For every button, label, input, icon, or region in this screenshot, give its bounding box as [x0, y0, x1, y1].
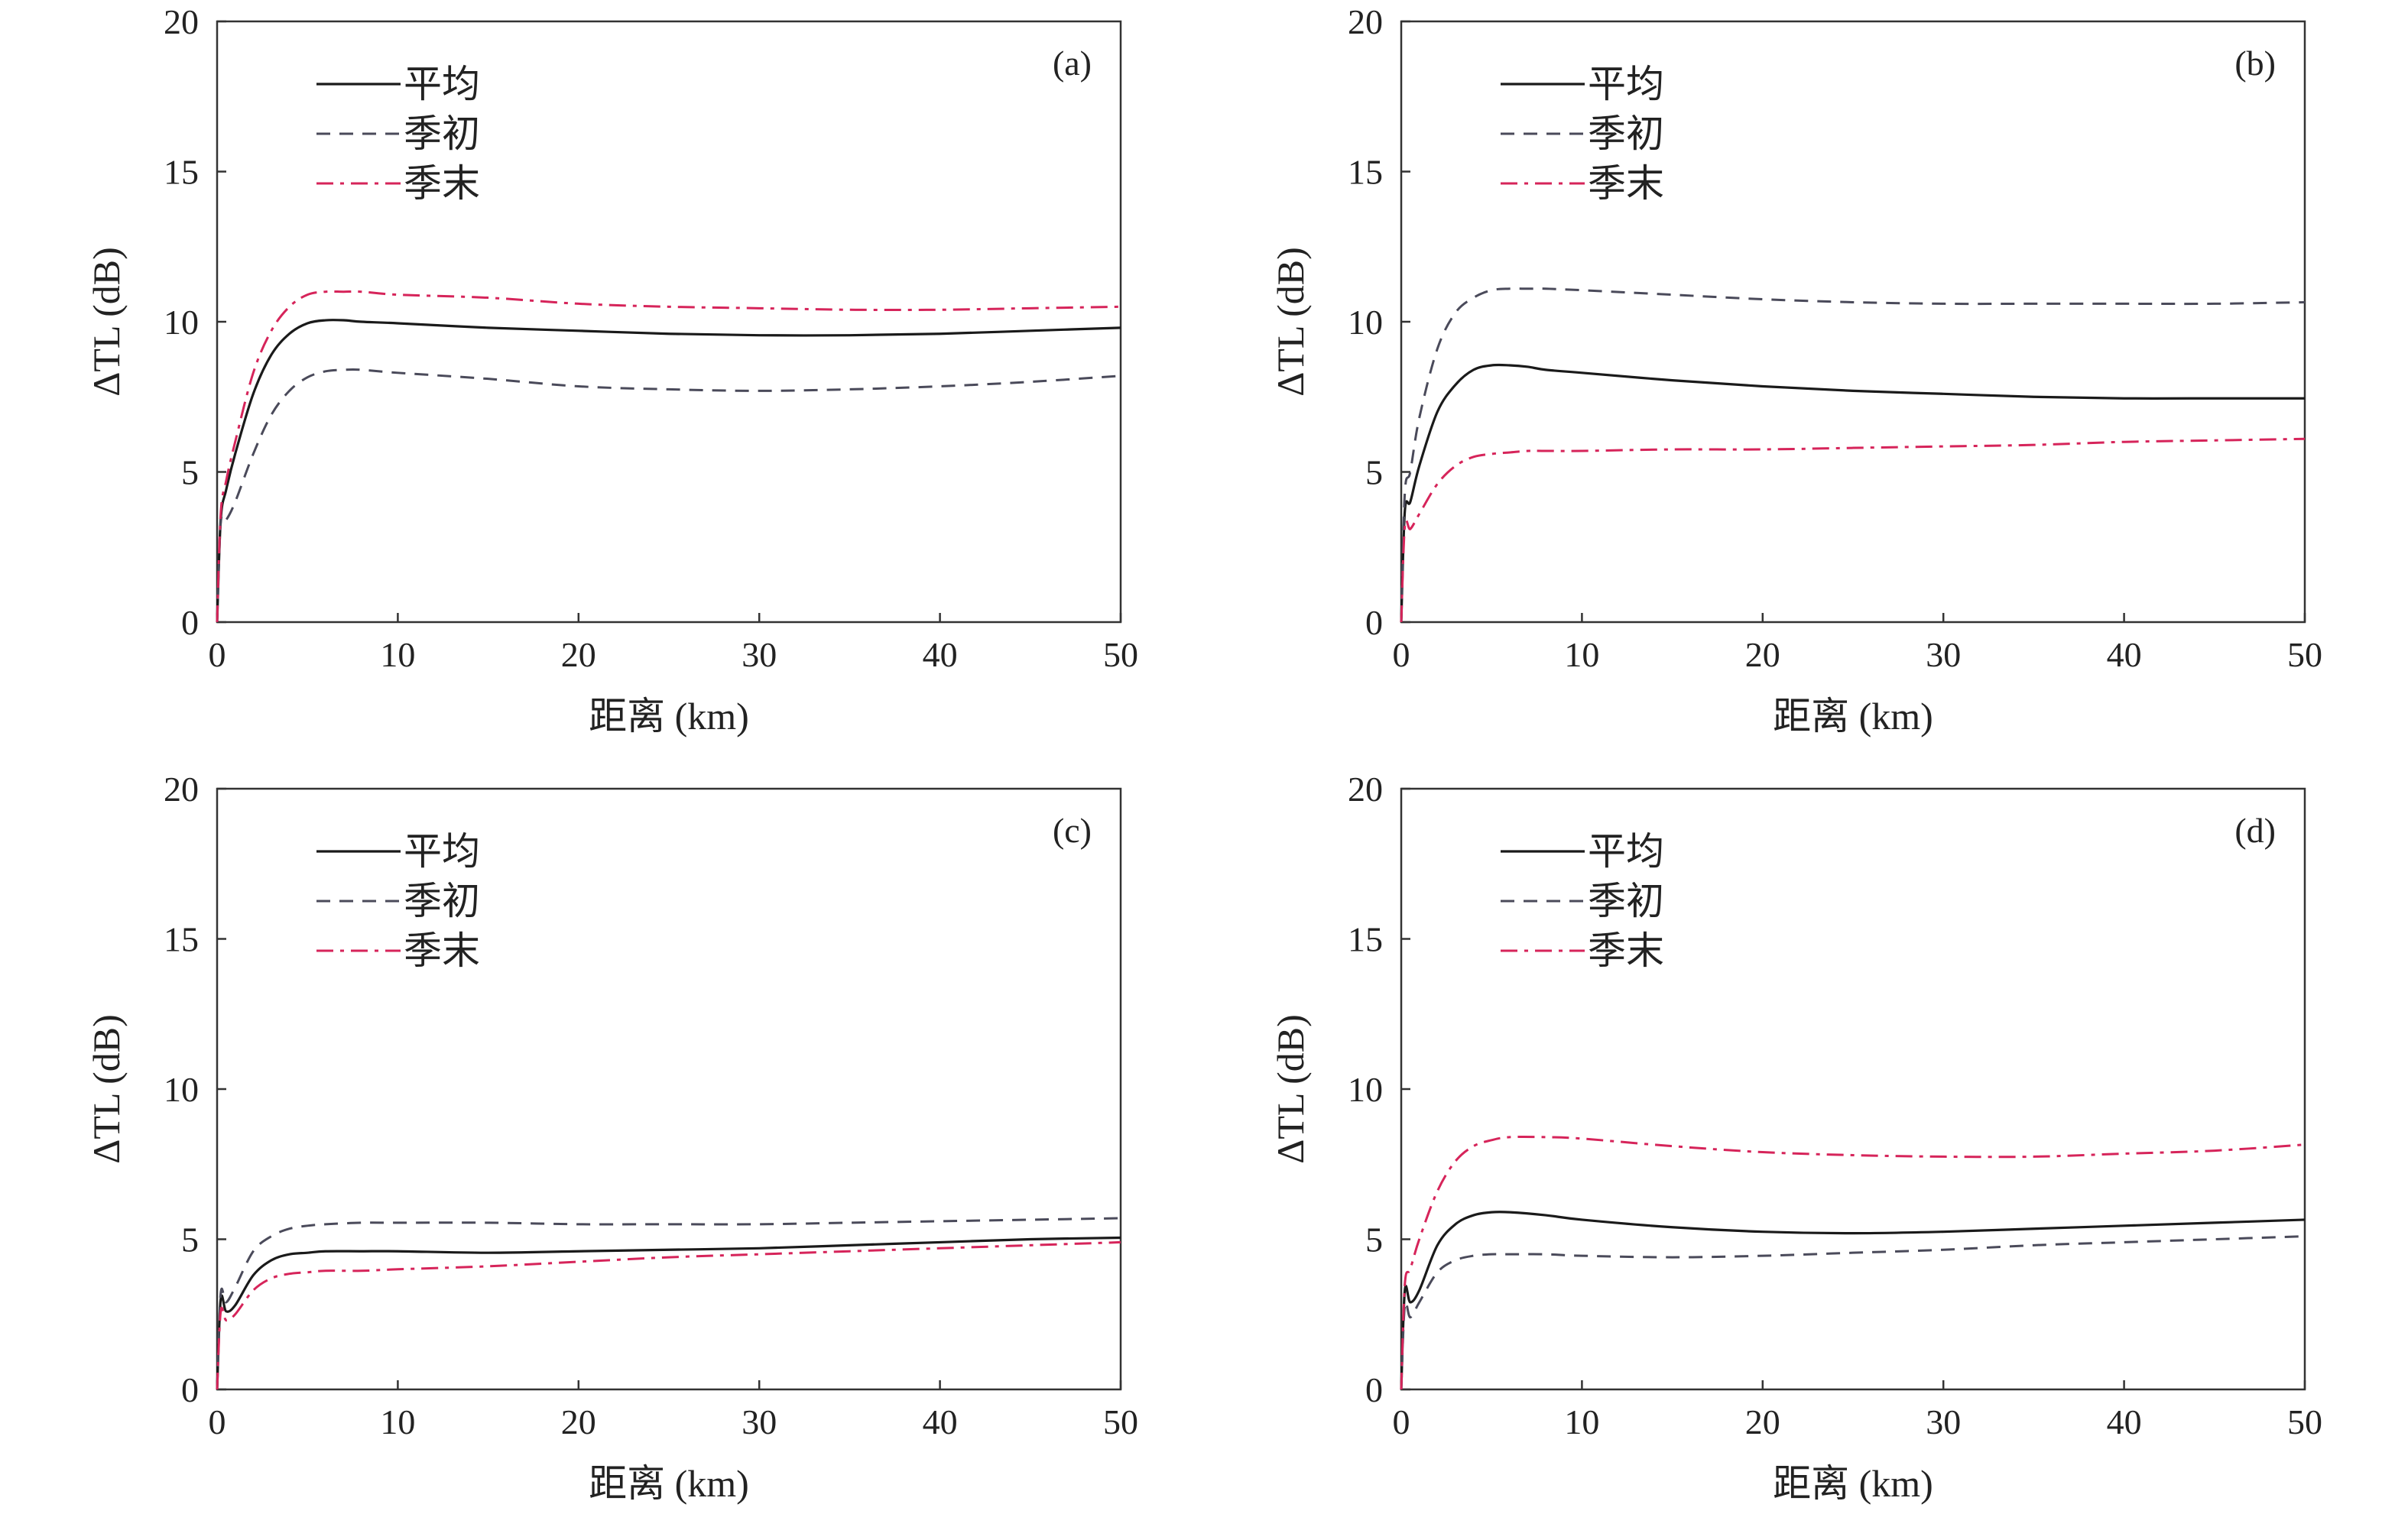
legend-label: 平均: [1588, 63, 1664, 105]
legend-label: 季末: [404, 162, 480, 205]
y-tick-label: 15: [164, 153, 199, 192]
panel-label: (b): [2234, 44, 2276, 83]
y-tick-label: 0: [181, 1370, 199, 1409]
series-line: [1400, 1136, 2306, 1390]
x-tick-label: 20: [1745, 635, 1780, 674]
y-tick-label: 0: [181, 603, 199, 642]
x-tick-label: 10: [380, 635, 415, 674]
series-line: [216, 1236, 1121, 1390]
y-tick-label: 15: [1348, 153, 1383, 192]
y-tick-label: 20: [164, 2, 199, 41]
y-tick-label: 10: [164, 303, 199, 342]
y-tick-label: 0: [1365, 603, 1383, 642]
chart-panel: 0 10 20 30 40 50 0 5 10 15 20 距离 (km) ΔTL (dB) (d) 平均季…: [1269, 770, 2322, 1505]
legend-label: 季初: [1588, 112, 1664, 155]
chart-panel: 0 10 20 30 40 50 0 5 10 15 20 距离 (km) ΔTL (dB) (b) 平均季…: [1269, 2, 2322, 738]
x-tick-label: 30: [742, 635, 777, 674]
plot-frame: [216, 787, 1122, 1391]
series-line: [216, 1217, 1121, 1390]
plot-frame: [1400, 787, 2306, 1391]
x-tick-label: 50: [1103, 635, 1138, 674]
x-tick-label: 20: [561, 635, 596, 674]
y-tick-label: 5: [1365, 1221, 1383, 1260]
x-tick-label: 0: [1393, 635, 1410, 674]
series-line: [216, 1240, 1121, 1390]
legend-label: 季末: [1588, 929, 1664, 972]
x-tick-label: 30: [1926, 1402, 1961, 1441]
y-tick-label: 15: [164, 920, 199, 959]
y-axis-title: ΔTL (dB): [85, 1014, 128, 1164]
x-tick-label: 50: [2287, 1402, 2322, 1441]
series-line: [1400, 1235, 2306, 1390]
legend-label: 季初: [1588, 880, 1664, 922]
x-tick-label: 0: [209, 1402, 226, 1441]
y-tick-label: 10: [1348, 1070, 1383, 1109]
panel-label: (d): [2234, 811, 2276, 850]
series-line: [1400, 287, 2306, 623]
x-tick-label: 0: [209, 635, 226, 674]
chart-panel: 0 10 20 30 40 50 0 5 10 15 20 距离 (km) ΔTL (dB) (a) 平均季…: [85, 2, 1138, 738]
x-tick-label: 10: [380, 1402, 415, 1441]
x-axis-title: 距离 (km): [1773, 695, 1933, 738]
legend-label: 平均: [404, 63, 480, 105]
x-tick-label: 50: [2287, 635, 2322, 674]
legend-label: 季初: [404, 880, 480, 922]
y-tick-label: 20: [1348, 2, 1383, 41]
legend-label: 季末: [404, 929, 480, 972]
series-line: [1400, 1211, 2306, 1390]
series-line: [1400, 437, 2306, 623]
y-tick-label: 5: [1365, 453, 1383, 492]
x-axis-title: 距离 (km): [589, 695, 749, 738]
y-axis-title: ΔTL (dB): [1269, 247, 1312, 397]
x-axis-title: 距离 (km): [589, 1462, 749, 1505]
y-tick-label: 20: [164, 770, 199, 809]
series-line: [1400, 363, 2305, 623]
panel-label: (a): [1053, 44, 1092, 83]
panel-label: (c): [1053, 811, 1092, 850]
x-tick-label: 40: [923, 635, 958, 674]
y-tick-label: 5: [181, 453, 199, 492]
x-tick-label: 40: [2107, 635, 2142, 674]
x-tick-label: 30: [742, 1402, 777, 1441]
x-tick-label: 20: [1745, 1402, 1780, 1441]
x-tick-label: 10: [1564, 635, 1599, 674]
legend-label: 季末: [1588, 162, 1664, 205]
series-line: [216, 290, 1121, 623]
legend-label: 季初: [404, 112, 480, 155]
series-line: [216, 368, 1121, 623]
chart-panel: 0 10 20 30 40 50 0 5 10 15 20 距离 (km) ΔTL (dB) (c) 平均季…: [85, 770, 1138, 1505]
x-axis-title: 距离 (km): [1773, 1462, 1933, 1505]
x-tick-label: 30: [1926, 635, 1961, 674]
y-axis-title: ΔTL (dB): [85, 247, 128, 397]
y-tick-label: 5: [181, 1221, 199, 1260]
y-tick-label: 0: [1365, 1370, 1383, 1409]
y-tick-label: 15: [1348, 920, 1383, 959]
y-tick-label: 10: [1348, 303, 1383, 342]
x-tick-label: 40: [923, 1402, 958, 1441]
legend-label: 平均: [404, 830, 480, 873]
y-axis-title: ΔTL (dB): [1269, 1014, 1312, 1164]
x-tick-label: 10: [1564, 1402, 1599, 1441]
y-tick-label: 10: [164, 1070, 199, 1109]
plot-frame: [1400, 20, 2306, 624]
x-tick-label: 0: [1393, 1402, 1410, 1441]
series-line: [216, 319, 1121, 623]
legend-label: 平均: [1588, 830, 1664, 873]
x-tick-label: 20: [561, 1402, 596, 1441]
x-tick-label: 40: [2107, 1402, 2142, 1441]
x-tick-label: 50: [1103, 1402, 1138, 1441]
y-tick-label: 20: [1348, 770, 1383, 809]
